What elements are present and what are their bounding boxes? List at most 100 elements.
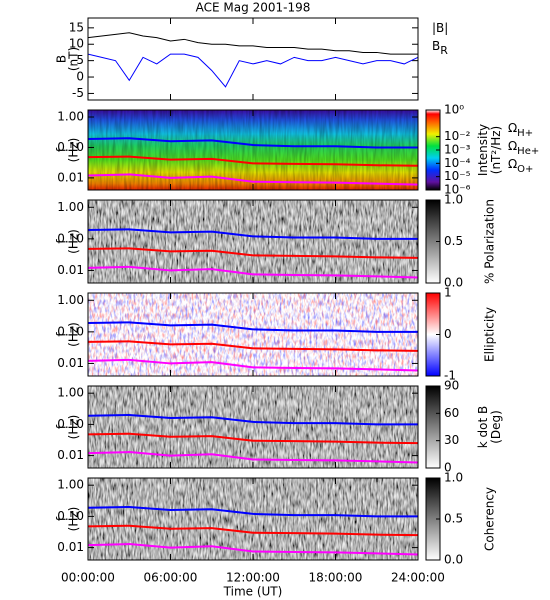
series-line xyxy=(87,155,419,167)
y-tick-label: 0.10 xyxy=(57,231,84,245)
y-tick-label: 10 xyxy=(69,37,84,51)
y-axis-label: (Hz) xyxy=(67,229,81,254)
x-tick-label: 18:00:00 xyxy=(309,571,363,585)
y-tick-label: 15 xyxy=(69,20,84,34)
colorbar-tick-label: 30 xyxy=(444,433,459,447)
series-line xyxy=(87,358,419,372)
colorbar-tick-label: 0 xyxy=(444,461,452,475)
legend-subscript: O+ xyxy=(517,164,533,175)
spectrogram-texture xyxy=(88,110,418,190)
colorbar-tick-label: 10⁻³ xyxy=(444,143,471,157)
series-line xyxy=(87,543,419,556)
legend-subscript: H+ xyxy=(517,128,533,139)
y-tick-label: -5 xyxy=(72,86,84,100)
colorbar-tick-label: 90 xyxy=(444,379,459,393)
colorbar-label: (Deg) xyxy=(489,410,503,444)
series-line xyxy=(87,228,418,240)
legend-entry: BR xyxy=(432,39,448,58)
y-tick-label: 0.01 xyxy=(57,170,84,184)
series-line xyxy=(87,340,419,352)
legend-label: Ω xyxy=(508,139,517,153)
y-axis-label: (nT) xyxy=(67,47,81,71)
y-axis-label: f xyxy=(55,239,69,244)
legend-label: Ω xyxy=(508,157,517,171)
colorbar-tick-label: 10⁻⁶ xyxy=(444,183,471,197)
x-tick-label: 06:00:00 xyxy=(144,571,198,585)
colorbar-tick-label: -1 xyxy=(444,369,456,383)
colorbar-tick-label: 0.0 xyxy=(444,276,463,290)
colorbar-tick-label: 60 xyxy=(444,406,459,420)
colorbar-tick-label: 10⁻⁴ xyxy=(444,156,471,170)
plot-frame xyxy=(87,17,419,101)
legend-entry: ΩHe+ xyxy=(508,139,539,158)
series-line xyxy=(87,247,419,259)
y-tick-label: 0.01 xyxy=(57,448,84,462)
legend-subscript: He+ xyxy=(517,146,539,157)
y-axis-label: f xyxy=(55,147,69,152)
series-line xyxy=(87,32,418,55)
colorbar-label: k dot B xyxy=(476,406,490,448)
x-tick-label: 00:00:00 xyxy=(61,571,115,585)
y-axis-label: f xyxy=(55,424,69,429)
colorbar-label: (nT²/Hz) xyxy=(489,126,503,174)
y-axis-label: B xyxy=(55,55,69,63)
y-tick-label: 1.00 xyxy=(57,386,84,400)
colorbar-tick-label: 10⁰ xyxy=(444,103,464,117)
colorbar-tick-label: 10⁻⁵ xyxy=(444,169,471,183)
y-tick-label: 0.01 xyxy=(57,540,84,554)
colorbar-label: % Polarization xyxy=(483,199,497,284)
y-tick-label: 0.01 xyxy=(57,356,84,370)
x-tick-label: 12:00:00 xyxy=(226,571,280,585)
y-tick-label: 0.10 xyxy=(57,324,84,338)
colorbar-label: Intensity xyxy=(476,124,490,176)
y-tick-label: 1.00 xyxy=(57,110,84,124)
series-line xyxy=(87,265,419,279)
colorbar-label: Coherency xyxy=(483,487,497,551)
series-line xyxy=(87,451,419,464)
colorbar-tick-label: 0.5 xyxy=(444,234,463,248)
y-tick-label: 5 xyxy=(76,53,84,67)
legend-label: |B| xyxy=(432,21,448,35)
series-line xyxy=(87,413,418,426)
y-axis-label: f xyxy=(55,516,69,521)
y-tick-label: 0.10 xyxy=(57,140,84,154)
colorbar-label: Ellipticity xyxy=(483,307,497,362)
spectrogram-image xyxy=(88,478,418,560)
legend-label: B xyxy=(432,39,440,53)
y-axis-label: (Hz) xyxy=(67,507,81,532)
spectrogram-texture xyxy=(88,293,418,376)
series-line xyxy=(87,524,419,537)
legend-entry: |B| xyxy=(432,21,448,35)
legend-entry: ΩH+ xyxy=(508,121,533,140)
plot-frame xyxy=(87,385,419,469)
series-line xyxy=(87,432,419,445)
y-axis-label: (Hz) xyxy=(67,138,81,163)
y-axis-label: (Hz) xyxy=(67,415,81,440)
y-tick-label: 0.10 xyxy=(57,417,84,431)
legend-label: Ω xyxy=(508,121,517,135)
chart-title: ACE Mag 2001-198 xyxy=(196,1,311,15)
y-tick-label: 1.00 xyxy=(57,200,84,214)
colorbar-tick-label: 10⁻² xyxy=(444,129,471,143)
x-tick-label: 24:00:00 xyxy=(391,571,445,585)
spectrogram-image xyxy=(88,200,418,283)
colorbar xyxy=(425,385,441,469)
y-tick-label: 1.00 xyxy=(57,478,84,492)
y-tick-label: 0 xyxy=(76,70,84,84)
series-line xyxy=(87,505,418,518)
series-line xyxy=(87,321,418,333)
colorbar-tick-label: 1.0 xyxy=(444,193,463,207)
y-tick-label: 0.01 xyxy=(57,263,84,277)
legend-subscript: R xyxy=(440,44,448,57)
x-axis-label: Time (UT) xyxy=(223,585,283,599)
plot-frame xyxy=(87,199,419,284)
colorbar-tick-label: 1 xyxy=(444,286,452,300)
series-line xyxy=(87,53,419,88)
colorbar-tick-label: 0.0 xyxy=(444,553,463,567)
y-tick-label: 1.00 xyxy=(57,293,84,307)
spectrogram-image xyxy=(88,386,418,468)
y-axis-label: f xyxy=(55,332,69,337)
colorbar-tick-label: 0.5 xyxy=(444,512,463,526)
y-axis-label: (Hz) xyxy=(67,322,81,347)
